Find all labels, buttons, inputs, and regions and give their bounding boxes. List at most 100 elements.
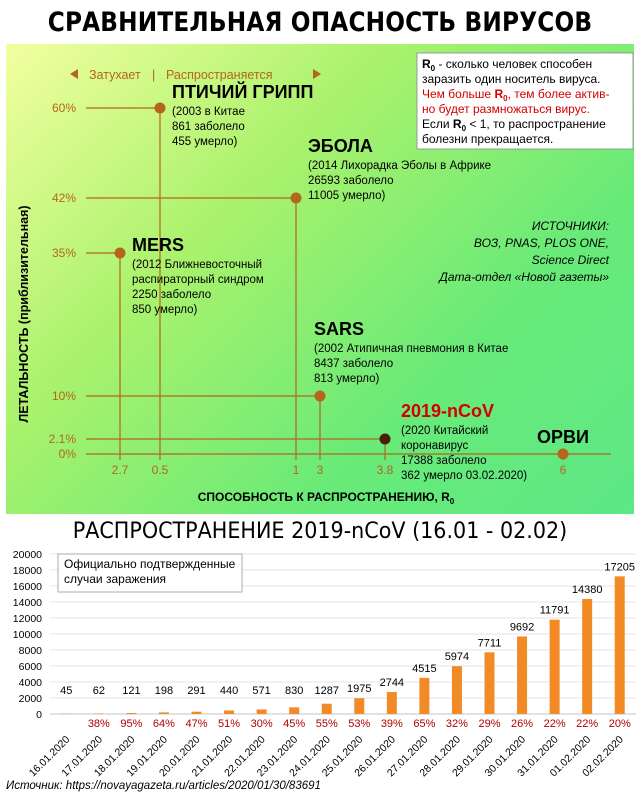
growth-label: 95% — [120, 718, 142, 730]
point-description-line: (2012 Ближневосточный — [132, 259, 262, 271]
x-axis-title: СПОСОБНОСТЬ К РАСПРОСТРАНЕНИЮ, R0 — [198, 490, 455, 506]
bar — [191, 711, 202, 714]
bar — [158, 712, 169, 714]
point-description-line: коронавирус — [401, 440, 469, 452]
data-point — [557, 448, 569, 460]
point-description-line: 8437 заболело — [314, 358, 393, 370]
bar — [582, 598, 593, 714]
sources-block: ИСТОЧНИКИ: ВОЗ, PNAS, PLOS ONE, Science … — [437, 219, 609, 284]
bar-value-label: 11791 — [540, 605, 570, 617]
arrow-right-icon — [313, 69, 321, 79]
sources-line: ВОЗ, PNAS, PLOS ONE, — [474, 236, 609, 250]
point-description-line: (2014 Лихорадка Эболы в Африке — [308, 160, 491, 172]
x-tick-label: 3.8 — [377, 463, 394, 477]
bar-value-label: 1287 — [314, 685, 338, 697]
bar-y-tick-label: 4000 — [19, 677, 43, 689]
svg-text:Если R0 < 1, то распространени: Если R0 < 1, то распространение — [422, 117, 606, 133]
point-description-line: распираторный синдром — [132, 274, 264, 286]
point-description-line: (2002 Атипичная пневмония в Китае — [314, 343, 508, 355]
bar-value-label: 7711 — [478, 637, 502, 649]
bar — [614, 576, 625, 714]
direction-divider: | — [152, 68, 155, 82]
point-name-label: ПТИЧИЙ ГРИПП — [172, 81, 313, 102]
growth-label: 39% — [381, 718, 403, 730]
bar — [224, 710, 235, 714]
x-tick-label: 6 — [560, 463, 567, 477]
bar-y-tick-label: 18000 — [13, 565, 42, 577]
bar-y-tick-label: 16000 — [13, 581, 42, 593]
virus-scatter-chart: ПТИЧИЙ ГРИПП (2003 в Китае 861 заболело 455… — [17, 52, 634, 506]
svg-text:заразить один носитель вируса.: заразить один носитель вируса. — [422, 72, 600, 86]
data-point — [314, 390, 326, 402]
point-description-line: (2020 Китайский — [401, 425, 488, 437]
page-title: СРАВНИТЕЛЬНАЯ ОПАСНОСТЬ ВИРУСОВ — [47, 6, 593, 38]
bar-y-tick-label: 20000 — [13, 549, 42, 561]
legend-line: Официально подтвержденные — [64, 557, 236, 571]
bar-value-label: 45 — [60, 685, 72, 697]
growth-label: 20% — [609, 718, 631, 730]
bar — [354, 698, 365, 714]
growth-label: 45% — [283, 718, 305, 730]
bar-value-label: 830 — [285, 685, 303, 697]
point-description-line: 850 умерло) — [132, 304, 198, 316]
growth-label: 65% — [413, 718, 435, 730]
bar-value-label: 1975 — [347, 683, 371, 695]
point-description-line: (2003 в Китае — [172, 106, 245, 118]
svg-text:Чем больше R0, тем более актив: Чем больше R0, тем более актив- — [422, 87, 609, 103]
point-description-line: 26593 заболело — [308, 175, 394, 187]
bar — [451, 666, 462, 714]
sources-line: Science Direct — [532, 253, 610, 267]
svg-text:но будет размножаться вирус.: но будет размножаться вирус. — [422, 102, 590, 116]
data-point — [379, 433, 391, 445]
bar-y-tick-label: 2000 — [19, 693, 43, 705]
growth-label: 53% — [348, 718, 370, 730]
bar — [484, 652, 495, 714]
sources-line: ИСТОЧНИКИ: — [532, 219, 609, 233]
direction-right-label: Распространяется — [166, 68, 273, 82]
bar — [126, 713, 137, 714]
growth-label: 30% — [251, 718, 273, 730]
point-description-line: 813 умерло) — [314, 373, 380, 385]
bar — [289, 707, 300, 714]
growth-label: 38% — [88, 718, 110, 730]
y-tick-label: 10% — [52, 389, 76, 403]
y-tick-label: 2.1% — [49, 432, 77, 446]
y-tick-label: 0% — [59, 447, 77, 461]
point-name-label: SARS — [314, 319, 364, 339]
bar-value-label: 17205 — [604, 561, 635, 573]
spread-chart-title: РАСПРОСТРАНЕНИЕ 2019-nCoV (16.01 - 02.02… — [72, 518, 568, 544]
spread-bar-chart: 0 2000 4000 6000 8000 10000 12000 14000 16000 180… — [13, 549, 636, 779]
arrow-left-icon — [70, 69, 78, 79]
growth-label: 64% — [153, 718, 175, 730]
data-point — [154, 102, 166, 114]
bar-y-tick-label: 10000 — [13, 629, 42, 641]
x-tick-label: 1 — [293, 463, 300, 477]
bar-value-label: 4515 — [412, 663, 436, 675]
bar-value-label: 5974 — [445, 651, 469, 663]
point-description-line: 11005 умерло) — [308, 190, 385, 202]
sources-line: Дата-отдел «Новой газеты» — [437, 270, 609, 284]
bar-value-label: 9692 — [510, 621, 534, 633]
bar-y-tick-label: 12000 — [13, 613, 42, 625]
point-name-label: ОРВИ — [537, 427, 589, 447]
bar — [256, 709, 267, 714]
growth-label: 47% — [185, 718, 207, 730]
growth-label: 55% — [316, 718, 338, 730]
growth-label: 22% — [576, 718, 598, 730]
point-description-line: 861 заболело — [172, 121, 245, 133]
point-name-label: 2019-nCoV — [401, 401, 494, 421]
legend-line: случаи заражения — [64, 572, 166, 586]
point-description-line: 17388 заболело — [401, 455, 487, 467]
x-tick-label: 0.5 — [152, 463, 169, 477]
data-point — [114, 247, 126, 259]
y-tick-label: 35% — [52, 246, 76, 260]
bar-y-tick-label: 14000 — [13, 597, 42, 609]
growth-label: 32% — [446, 718, 468, 730]
bar — [386, 692, 397, 714]
bar-value-label: 440 — [220, 685, 238, 697]
point-description-line: 455 умерло) — [172, 136, 238, 148]
growth-label: 26% — [511, 718, 533, 730]
bar — [549, 619, 560, 714]
bar-y-tick-label: 6000 — [19, 661, 43, 673]
